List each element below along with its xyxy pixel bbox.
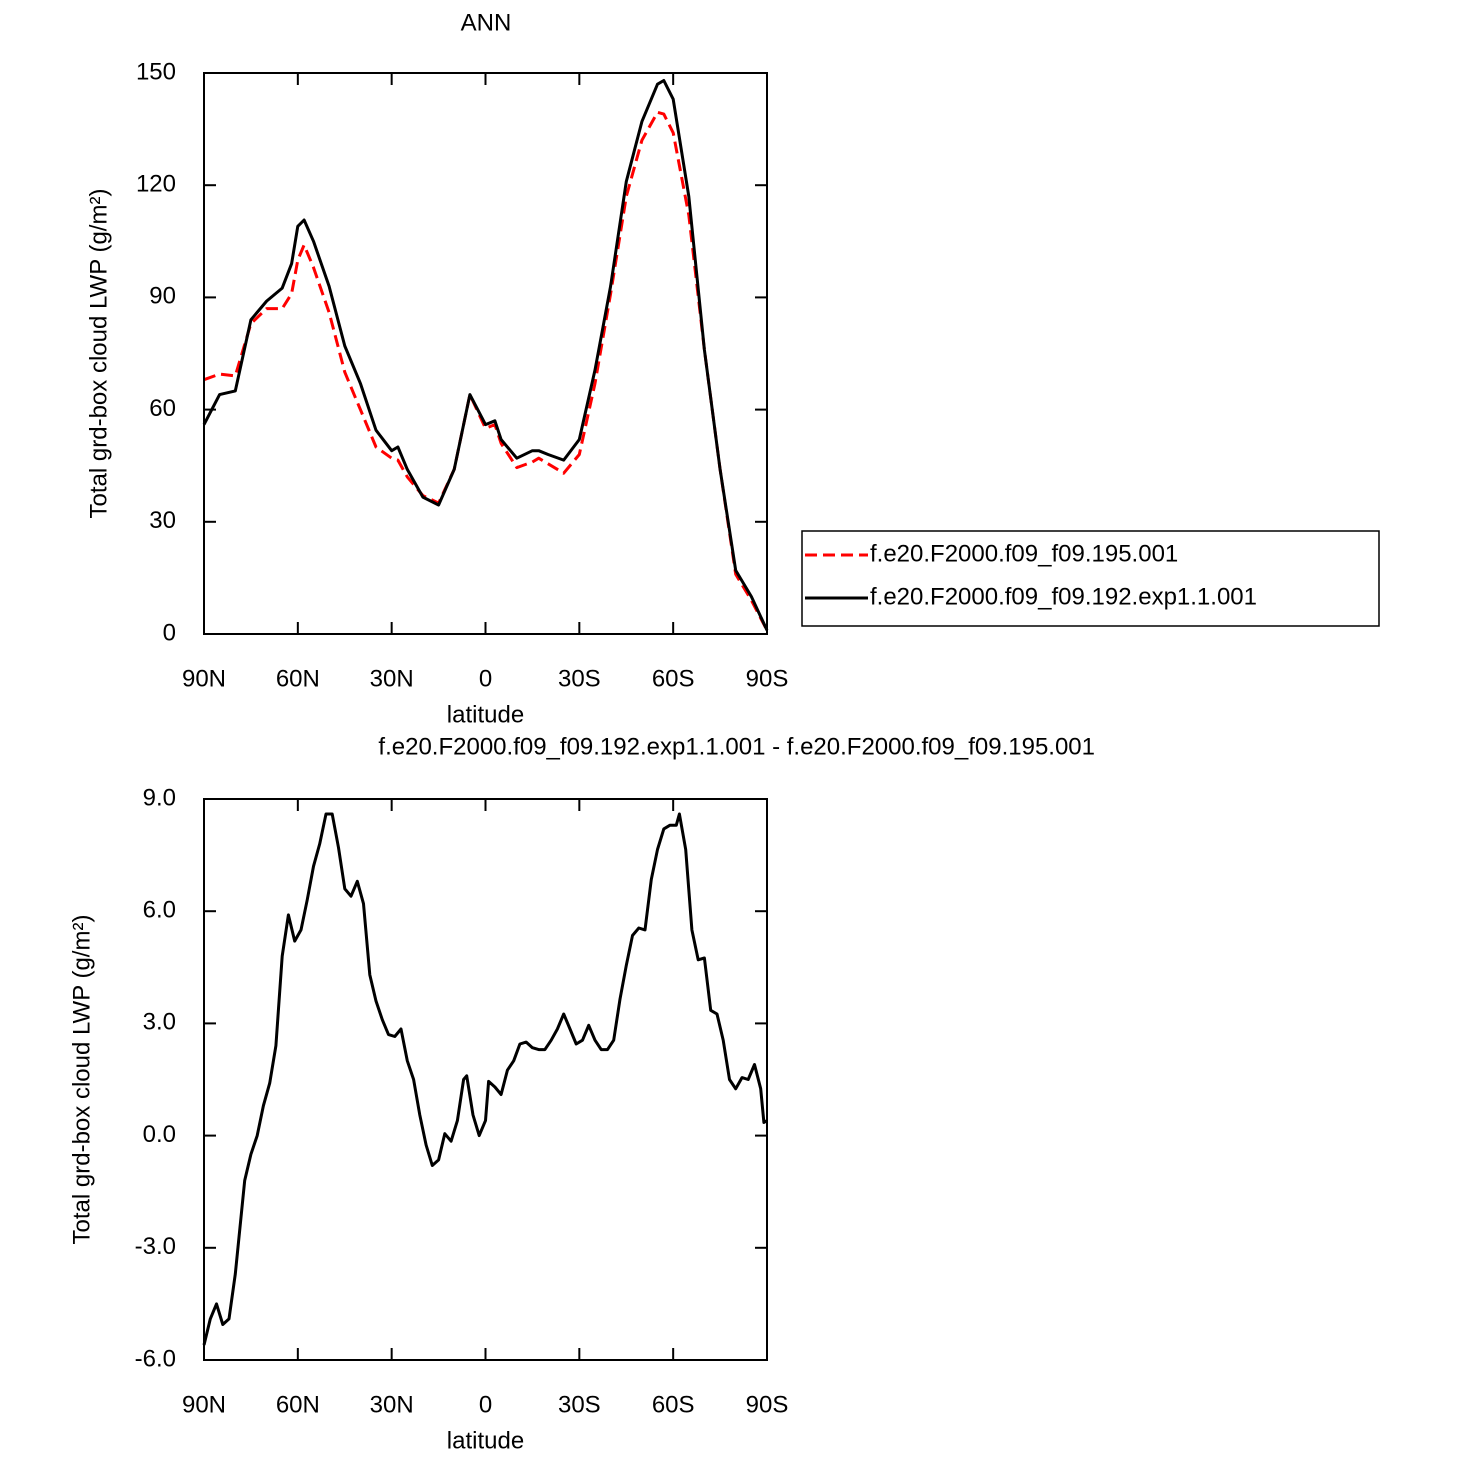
x-tick-label: 30N — [370, 665, 414, 692]
y-tick-label: 9.0 — [143, 784, 176, 811]
chart-title: ANN — [461, 9, 512, 36]
x-tick-label: 90N — [182, 1391, 226, 1418]
data-line — [202, 812, 768, 1346]
plot-frame — [203, 798, 768, 1361]
x-tick-label: 90S — [746, 665, 789, 692]
legend-label: f.e20.F2000.f09_f09.195.001 — [870, 540, 1178, 567]
x-tick-label: 90N — [182, 665, 226, 692]
plot-frame — [203, 72, 768, 635]
x-tick-label: 60S — [652, 1391, 695, 1418]
y-tick-label: -6.0 — [135, 1345, 176, 1372]
y-tick-label: 0 — [163, 619, 176, 646]
y-tick-label: 0.0 — [143, 1121, 176, 1148]
x-tick-label: 60N — [276, 1391, 320, 1418]
data-line — [202, 79, 769, 631]
y-tick-label: 120 — [136, 171, 176, 198]
x-tick-label: 30S — [558, 1391, 601, 1418]
y-tick-label: 60 — [149, 395, 176, 422]
x-tick-label: 30N — [370, 1391, 414, 1418]
y-axis-label: Total grd-box cloud LWP (g/m²) — [68, 915, 95, 1245]
y-tick-label: 6.0 — [143, 897, 176, 924]
x-tick-label: 0 — [479, 1391, 492, 1418]
x-tick-label: 60N — [276, 665, 320, 692]
y-axis-label: Total grd-box cloud LWP (g/m²) — [85, 189, 112, 519]
y-tick-label: 150 — [136, 58, 176, 85]
x-tick-label: 0 — [479, 665, 492, 692]
chart-title: f.e20.F2000.f09_f09.192.exp1.1.001 - f.e… — [378, 733, 1095, 760]
y-tick-label: 30 — [149, 507, 176, 534]
x-axis-label: latitude — [447, 701, 524, 728]
data-line — [203, 110, 769, 631]
x-tick-label: 90S — [746, 1391, 789, 1418]
y-tick-label: 3.0 — [143, 1009, 176, 1036]
y-tick-label: 90 — [149, 283, 176, 310]
x-axis-label: latitude — [447, 1427, 524, 1454]
x-tick-label: 30S — [558, 665, 601, 692]
x-tick-label: 60S — [652, 665, 695, 692]
y-tick-label: -3.0 — [135, 1233, 176, 1260]
legend-label: f.e20.F2000.f09_f09.192.exp1.1.001 — [870, 583, 1257, 610]
legend-box — [801, 530, 1380, 627]
